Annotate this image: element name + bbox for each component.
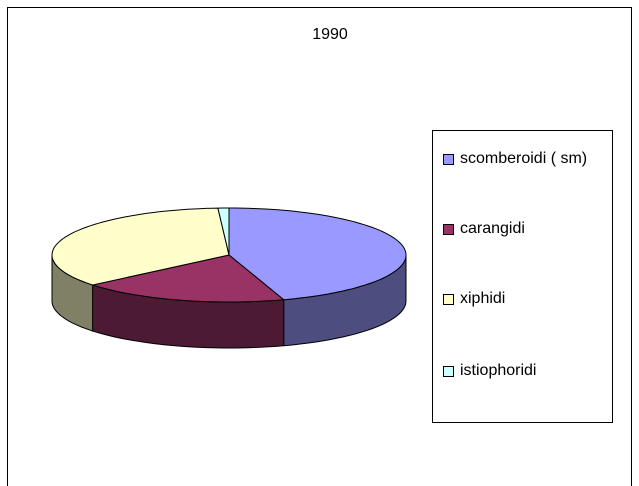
legend-label: istiophoridi xyxy=(460,362,537,379)
slice xyxy=(51,207,230,286)
legend-swatch xyxy=(443,366,454,377)
legend: scomberoidi ( sm) carangidi xiphidi istioph… xyxy=(432,130,613,423)
legend-swatch xyxy=(443,154,454,165)
slice xyxy=(90,254,285,303)
chart-title: 1990 xyxy=(312,26,348,43)
legend-swatch xyxy=(443,294,454,305)
legend-label: carangidi xyxy=(460,220,525,237)
slice xyxy=(228,207,407,301)
legend-swatch xyxy=(443,224,454,235)
legend-label: xiphidi xyxy=(460,290,506,307)
slice xyxy=(217,207,230,256)
legend-label: scomberoidi ( sm) xyxy=(460,150,588,167)
